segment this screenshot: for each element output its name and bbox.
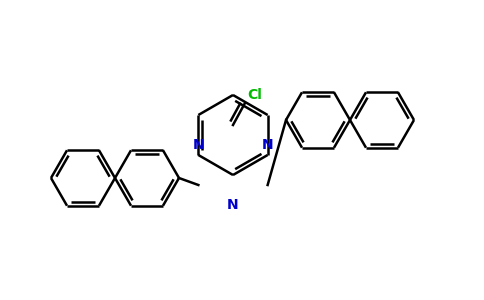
Text: Cl: Cl [247, 88, 262, 102]
Text: N: N [262, 138, 273, 152]
Text: N: N [193, 138, 204, 152]
Text: N: N [227, 198, 239, 212]
